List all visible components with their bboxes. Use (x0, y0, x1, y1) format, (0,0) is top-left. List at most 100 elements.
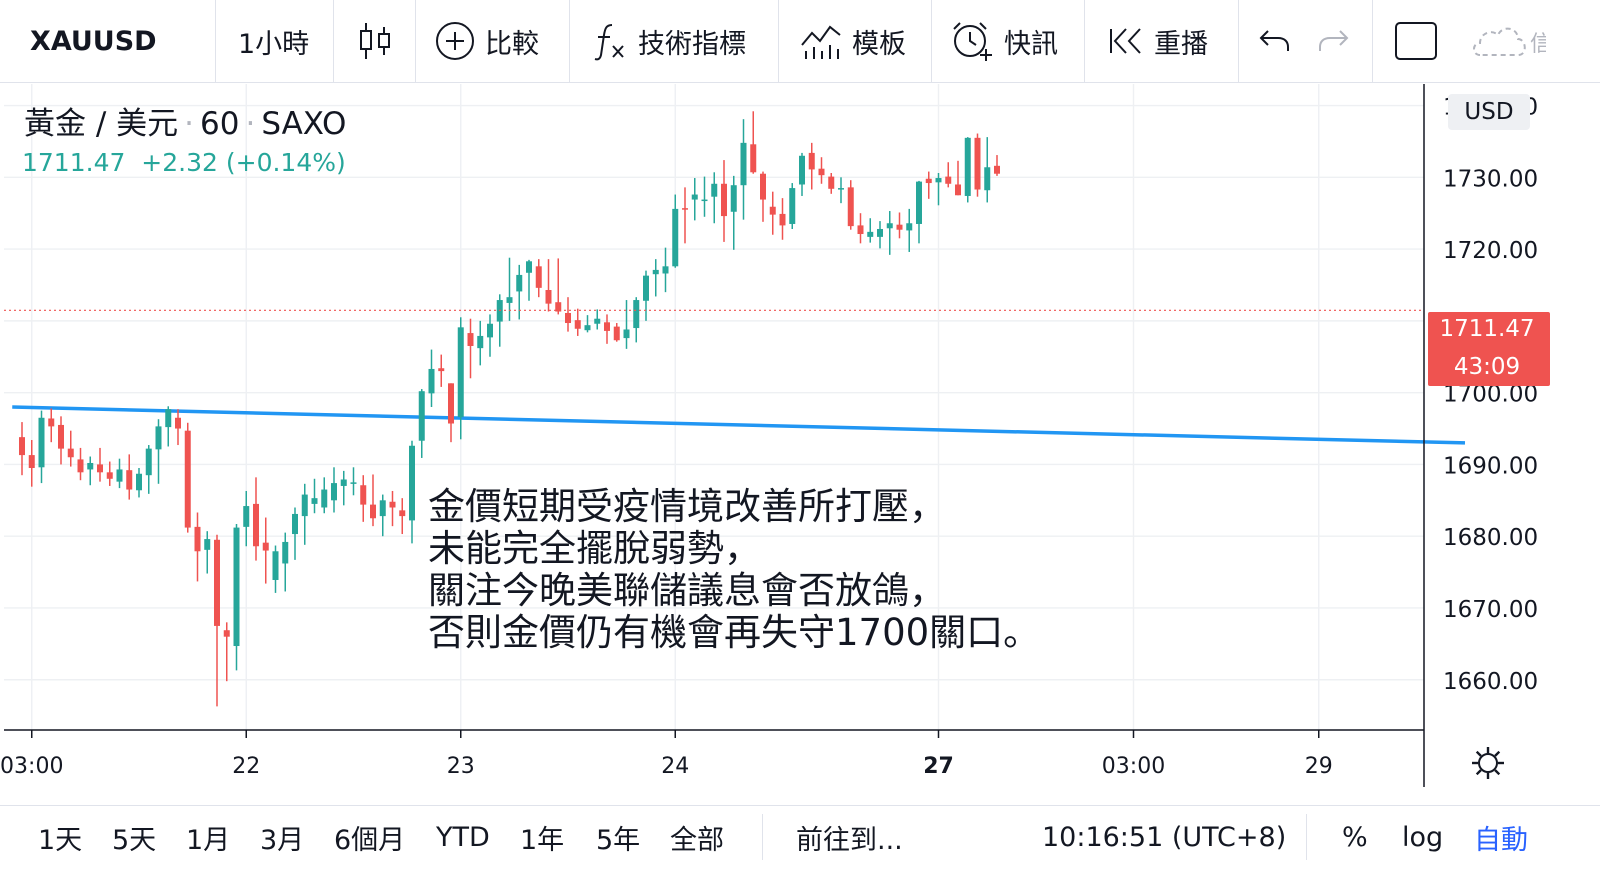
percent-scale-toggle[interactable]: % (1342, 821, 1368, 853)
interval-label: 1小時 (238, 28, 310, 60)
candle-body-down (106, 472, 113, 479)
gear-icon (1472, 747, 1504, 779)
currency-badge[interactable]: USD (1448, 94, 1530, 130)
chart-settings-button[interactable] (1470, 745, 1506, 781)
redo-button[interactable] (1318, 0, 1350, 82)
range-all[interactable]: 全部 (670, 824, 724, 856)
range-1y[interactable]: 1年 (520, 824, 565, 856)
y-tick-label: 1730.00 (1443, 166, 1538, 192)
candle-body-up (916, 181, 922, 224)
chart-legend-price: 1711.47 +2.32 (+0.14%) (22, 148, 346, 177)
chart-annotation-text[interactable]: 金價短期受疫情境改善所打壓， 未能完全擺脫弱勢， 關注今晚美聯儲議息會否放鴿， … (428, 486, 1040, 654)
y-tick-label: 1670.00 (1443, 597, 1538, 623)
candle-body-down (828, 176, 835, 189)
candle-body-down (97, 464, 103, 473)
cloud-save-button[interactable]: 信 (1470, 0, 1546, 82)
log-scale-toggle[interactable]: log (1402, 821, 1444, 853)
candle-body-down (448, 383, 454, 424)
candle-body-down (389, 501, 396, 508)
alerts-button[interactable]: 快訊 (950, 0, 1058, 82)
candle-body-down (262, 542, 269, 551)
undo-button[interactable] (1258, 0, 1290, 82)
candle-body-down (77, 459, 84, 473)
auto-scale-toggle[interactable]: 自動 (1474, 824, 1528, 856)
candle-body-down (58, 424, 64, 449)
toolbar-divider (215, 0, 216, 82)
svg-text:信: 信 (1530, 32, 1546, 57)
candle-body-down (604, 322, 610, 331)
replay-label: 重播 (1154, 28, 1208, 60)
x-tick-label: 23 (447, 754, 475, 779)
toolbar-divider (1238, 0, 1239, 82)
templates-button[interactable]: 模板 (800, 0, 906, 82)
range-5d[interactable]: 5天 (112, 824, 157, 856)
candle-body-up (594, 318, 601, 324)
candle-body-down (126, 470, 133, 490)
toolbar-divider (569, 0, 570, 82)
x-tick-label: 22 (232, 754, 260, 779)
toolbar-divider (778, 0, 779, 82)
chart-pane[interactable]: 1660.001670.001680.001690.001700.001710.… (0, 83, 1600, 803)
candle-body-up (457, 327, 464, 418)
candle-body-up (730, 185, 737, 212)
candle-body-up (526, 261, 532, 273)
candle-body-down (370, 504, 376, 519)
candle-body-down (28, 455, 35, 469)
candle-body-down (574, 320, 581, 329)
candle-body-down (974, 137, 981, 190)
candle-body-up (935, 178, 942, 183)
legend-source: SAXO (261, 106, 347, 142)
candle-body-up (233, 527, 240, 647)
chart-style-button[interactable] (358, 0, 392, 82)
trendline-layer (12, 405, 1466, 445)
compare-label: 比較 (485, 28, 539, 60)
range-3m[interactable]: 3月 (260, 824, 305, 856)
y-tick-label: 1690.00 (1443, 453, 1538, 479)
y-tick-label: 1720.00 (1443, 238, 1538, 264)
candle-body-up (516, 274, 523, 292)
symbol-search-button[interactable]: XAUUSD (30, 0, 157, 82)
compare-button[interactable]: 比較 (435, 0, 539, 82)
candle-body-up (652, 269, 659, 275)
candle-body-up (506, 297, 513, 303)
redo-icon (1318, 27, 1350, 55)
indicators-button[interactable]: 技術指標 (592, 0, 746, 82)
candle-body-down (194, 526, 201, 552)
annotation-line: 金價短期受疫情境改善所打壓， (428, 485, 946, 528)
candle-body-up (136, 473, 142, 491)
candle-body-up (165, 409, 172, 428)
range-6m[interactable]: 6個月 (334, 824, 406, 856)
candle-body-down (545, 290, 552, 304)
toolbar-divider (415, 0, 416, 82)
candle-body-down (253, 503, 259, 547)
candle-body-up (116, 469, 123, 482)
candle-body-down (721, 183, 727, 217)
candle-body-up (204, 539, 211, 550)
range-5y[interactable]: 5年 (596, 824, 641, 856)
candle-body-up (418, 391, 425, 441)
fullscreen-button[interactable] (1394, 0, 1438, 82)
range-1d[interactable]: 1天 (38, 824, 83, 856)
legend-separator-dot: · (184, 106, 195, 142)
candle-body-up (633, 300, 640, 329)
candle-body-up (838, 188, 844, 190)
timezone-clock[interactable]: 10:16:51 (UTC+8) (1042, 821, 1287, 853)
bottom-toolbar: 1天 5天 1月 3月 6個月 YTD 1年 5年 全部 前往到... 10:1… (0, 805, 1600, 888)
candle-body-down (535, 266, 542, 288)
trendline (12, 405, 1466, 445)
last-price-tag: 1711.47 43:09 (1428, 312, 1550, 386)
axes-layer: 1660.001670.001680.001690.001700.001710.… (0, 84, 1538, 787)
interval-button[interactable]: 1小時 (238, 0, 309, 82)
candle-body-down (399, 510, 406, 517)
candle-body-up (340, 479, 347, 486)
range-ytd[interactable]: YTD (436, 821, 490, 853)
replay-button[interactable]: 重播 (1108, 0, 1208, 82)
candle-body-down (818, 168, 825, 176)
range-1m[interactable]: 1月 (186, 824, 231, 856)
candle-body-up (487, 323, 493, 338)
candle-body-down (769, 206, 776, 215)
candle-body-up (331, 483, 337, 501)
toolbar-divider (333, 0, 334, 82)
goto-date-button[interactable]: 前往到... (796, 824, 903, 856)
candle-body-up (799, 155, 805, 185)
